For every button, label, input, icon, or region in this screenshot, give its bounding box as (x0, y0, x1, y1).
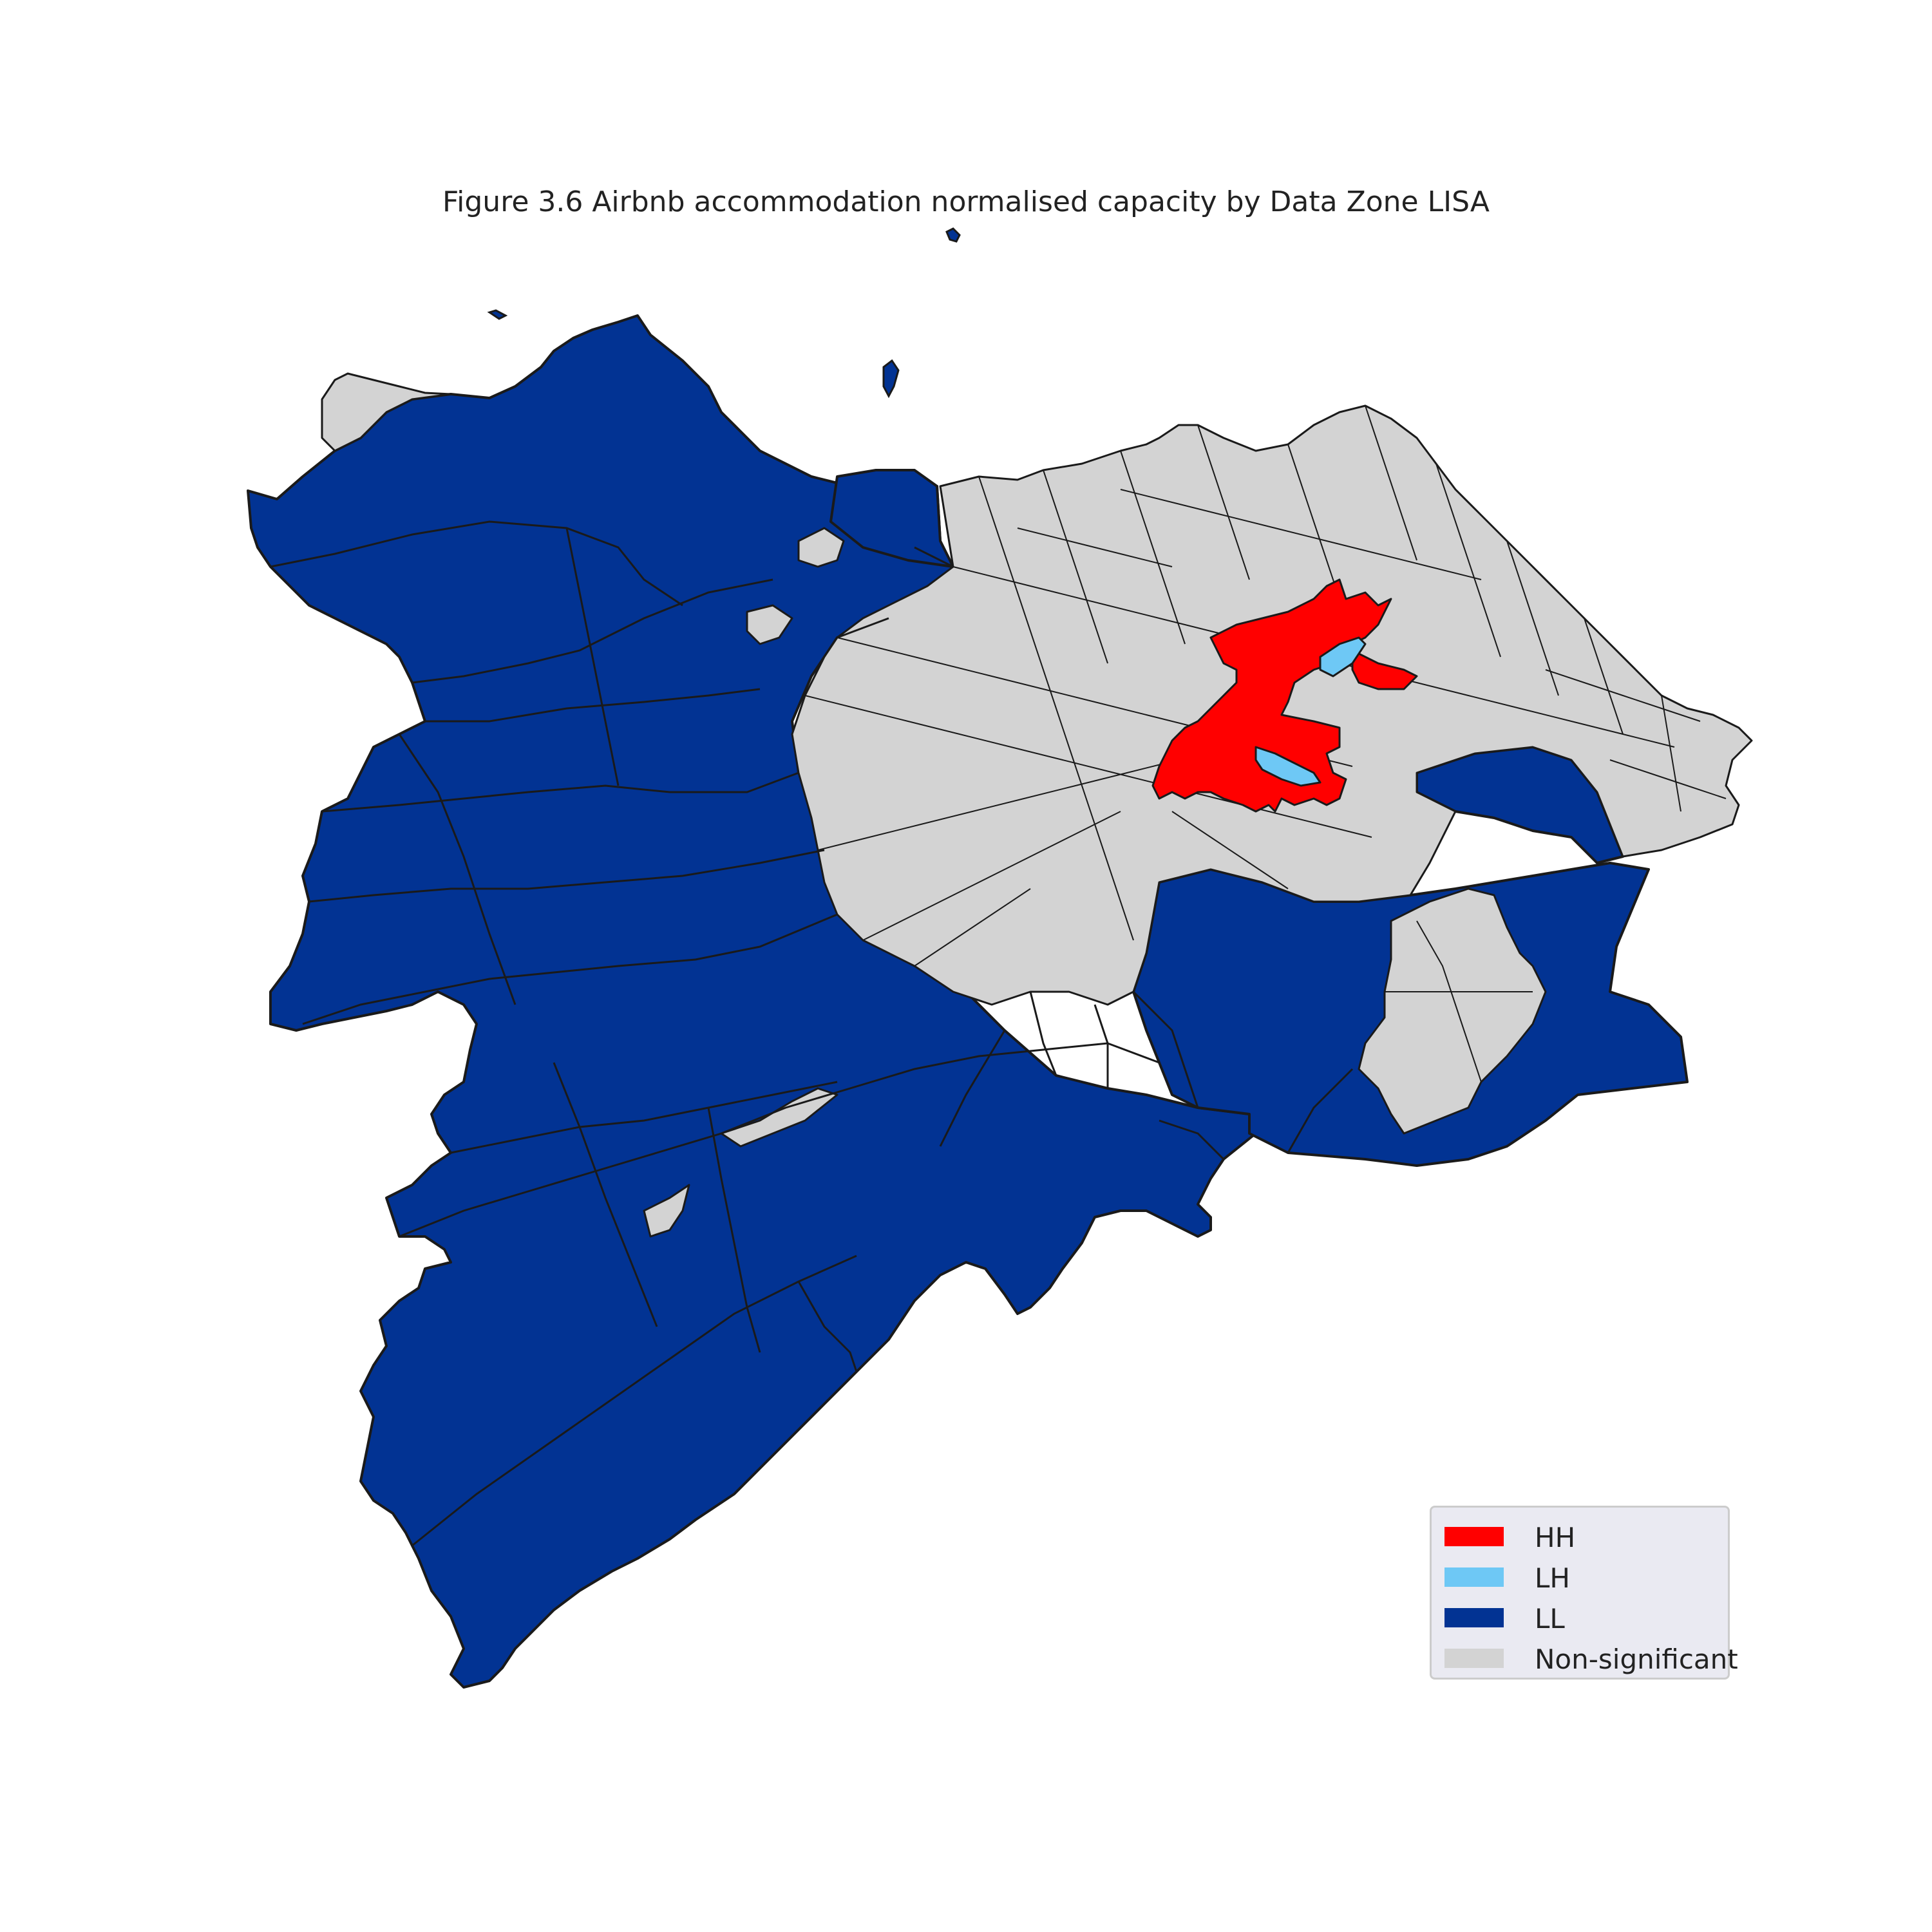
legend-item-hh: HH (1444, 1518, 1721, 1557)
ns-airport-area (746, 604, 793, 645)
legend-swatch-ll (1444, 1608, 1504, 1627)
ll-north-patch (829, 469, 954, 568)
lh-zone-north (1319, 636, 1367, 677)
legend-swatch-lh (1444, 1567, 1504, 1587)
hh-leith-arm (1351, 649, 1418, 690)
legend-label-ll: LL (1535, 1603, 1565, 1634)
map-title: Figure 3.6 Airbnb accommodation normalis… (442, 185, 1490, 218)
hh-region (1151, 578, 1418, 813)
legend-swatch-hh (1444, 1527, 1504, 1546)
ns-se-villages (1358, 887, 1547, 1135)
ns-southwest-corridor-2 (643, 1184, 690, 1238)
islands (487, 227, 961, 399)
ns-northwest-coast (321, 372, 452, 452)
island-north (945, 227, 961, 243)
internal-boundaries (270, 520, 1354, 1547)
legend-label-hh: HH (1535, 1522, 1576, 1553)
legend-label-lh: LH (1535, 1562, 1570, 1594)
legend-item-non-significant: Non-significant (1444, 1640, 1738, 1678)
ns-west-patch (797, 527, 845, 568)
legend-item-lh: LH (1444, 1558, 1721, 1597)
lh-region (1255, 636, 1367, 787)
island-west (487, 309, 508, 320)
legend-item-ll: LL (1444, 1599, 1721, 1638)
island-cramond (882, 359, 900, 399)
lh-zone-south (1255, 746, 1321, 787)
legend: HH LH LL Non-significant (1430, 1506, 1738, 1680)
hh-city-centre-cluster (1151, 578, 1392, 813)
legend-swatch-non-significant (1444, 1649, 1504, 1668)
legend-label-non-significant: Non-significant (1535, 1643, 1738, 1675)
urban-data-zone-boundaries (804, 405, 1727, 1083)
